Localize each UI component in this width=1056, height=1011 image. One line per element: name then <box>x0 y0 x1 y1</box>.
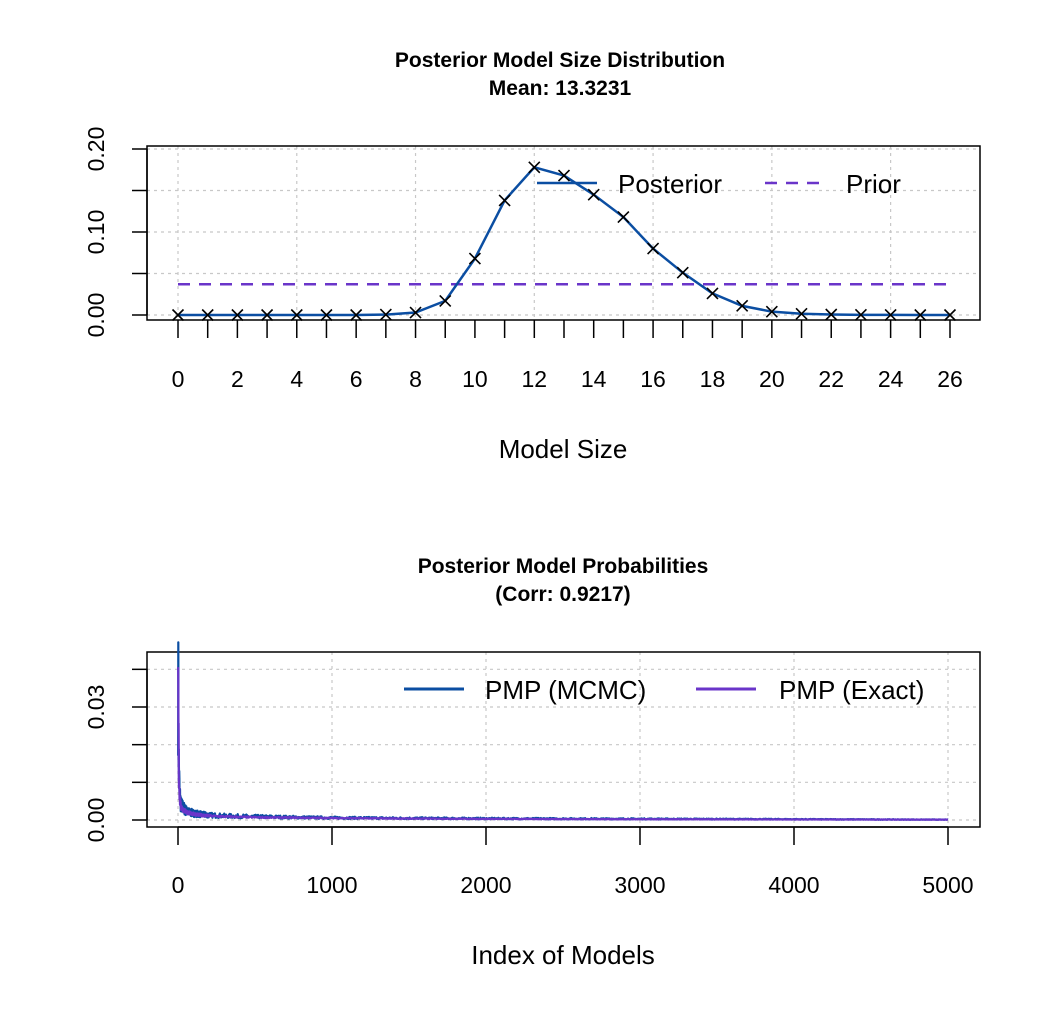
pmp-mcmc-line <box>177 641 949 821</box>
posterior-point <box>765 305 778 318</box>
x-tick-label: 2000 <box>460 872 511 898</box>
posterior-line <box>178 165 950 317</box>
legend-label-prior: Prior <box>846 169 901 199</box>
x-tick-label: 16 <box>640 366 666 392</box>
y-tick-label: 0.10 <box>83 210 109 255</box>
model-size-panel: Posterior Model Size Distribution Mean: … <box>83 49 981 464</box>
posterior-point <box>201 308 214 322</box>
x-tick-label: 12 <box>522 366 548 392</box>
legend: Posterior Prior <box>537 169 901 199</box>
y-tick-label: 0.03 <box>83 685 109 730</box>
posterior-point <box>261 308 274 322</box>
legend: PMP (MCMC) PMP (Exact) <box>404 675 924 705</box>
chart-title: Posterior Model Probabilities <box>418 555 709 578</box>
x-tick-label: 10 <box>462 366 488 392</box>
posterior-point <box>409 306 422 319</box>
posterior-point <box>647 242 660 255</box>
posterior-point <box>943 308 957 322</box>
x-axis-label: Index of Models <box>471 940 655 970</box>
pmp-exact-line <box>177 667 949 821</box>
posterior-point <box>617 210 630 224</box>
x-axis-label: Model Size <box>499 434 628 464</box>
posterior-point <box>171 308 185 322</box>
x-tick-label: 14 <box>581 366 607 392</box>
posterior-point <box>498 194 511 207</box>
x-tick-label: 0 <box>172 872 185 898</box>
y-axis: 0.00 0.03 <box>83 668 148 843</box>
x-tick-label: 18 <box>700 366 726 392</box>
x-tick-label: 26 <box>937 366 963 392</box>
y-tick-label: 0.20 <box>83 127 109 172</box>
x-tick-label: 5000 <box>922 872 973 898</box>
posterior-point <box>231 308 244 322</box>
y-tick-label: 0.00 <box>83 293 109 338</box>
y-axis: 0.00 0.10 0.20 <box>83 127 148 338</box>
posterior-point <box>884 308 897 321</box>
series-layer <box>177 641 949 821</box>
chart-subtitle: (Corr: 0.9217) <box>495 583 630 606</box>
y-tick-label: 0.00 <box>83 798 109 843</box>
x-tick-label: 20 <box>759 366 785 392</box>
posterior-point <box>528 161 541 174</box>
x-tick-label: 3000 <box>614 872 665 898</box>
posterior-point <box>914 308 927 322</box>
series-layer <box>171 161 957 322</box>
legend-label-mcmc: PMP (MCMC) <box>485 675 646 705</box>
x-axis: 0 2 4 6 8 10 12 14 16 18 20 22 24 26 <box>172 320 963 392</box>
legend-label-posterior: Posterior <box>618 169 722 199</box>
posterior-point <box>439 294 452 307</box>
x-tick-label: 8 <box>409 366 422 392</box>
posterior-point <box>854 308 867 321</box>
posterior-point <box>379 308 392 321</box>
x-tick-label: 0 <box>172 366 185 392</box>
posterior-point <box>350 308 363 322</box>
posterior-point <box>557 169 571 182</box>
pmp-panel: Posterior Model Probabilities (Corr: 0.9… <box>83 555 981 970</box>
x-tick-label: 1000 <box>306 872 357 898</box>
x-tick-label: 24 <box>878 366 904 392</box>
posterior-point <box>320 308 333 322</box>
x-tick-label: 6 <box>350 366 363 392</box>
x-tick-label: 4000 <box>768 872 819 898</box>
posterior-point <box>290 308 303 322</box>
x-tick-label: 4 <box>290 366 303 392</box>
x-tick-label: 22 <box>818 366 844 392</box>
posterior-point <box>468 252 481 265</box>
chart-subtitle: Mean: 13.3231 <box>489 77 632 100</box>
x-tick-label: 2 <box>231 366 244 392</box>
posterior-point <box>587 188 600 201</box>
legend-label-exact: PMP (Exact) <box>779 675 924 705</box>
x-axis: 0 1000 2000 3000 4000 5000 <box>172 826 974 898</box>
posterior-point <box>706 287 719 300</box>
posterior-point <box>736 299 749 312</box>
posterior-point <box>795 307 808 320</box>
chart-title: Posterior Model Size Distribution <box>395 49 725 72</box>
posterior-point <box>825 308 838 321</box>
posterior-point <box>676 266 689 279</box>
